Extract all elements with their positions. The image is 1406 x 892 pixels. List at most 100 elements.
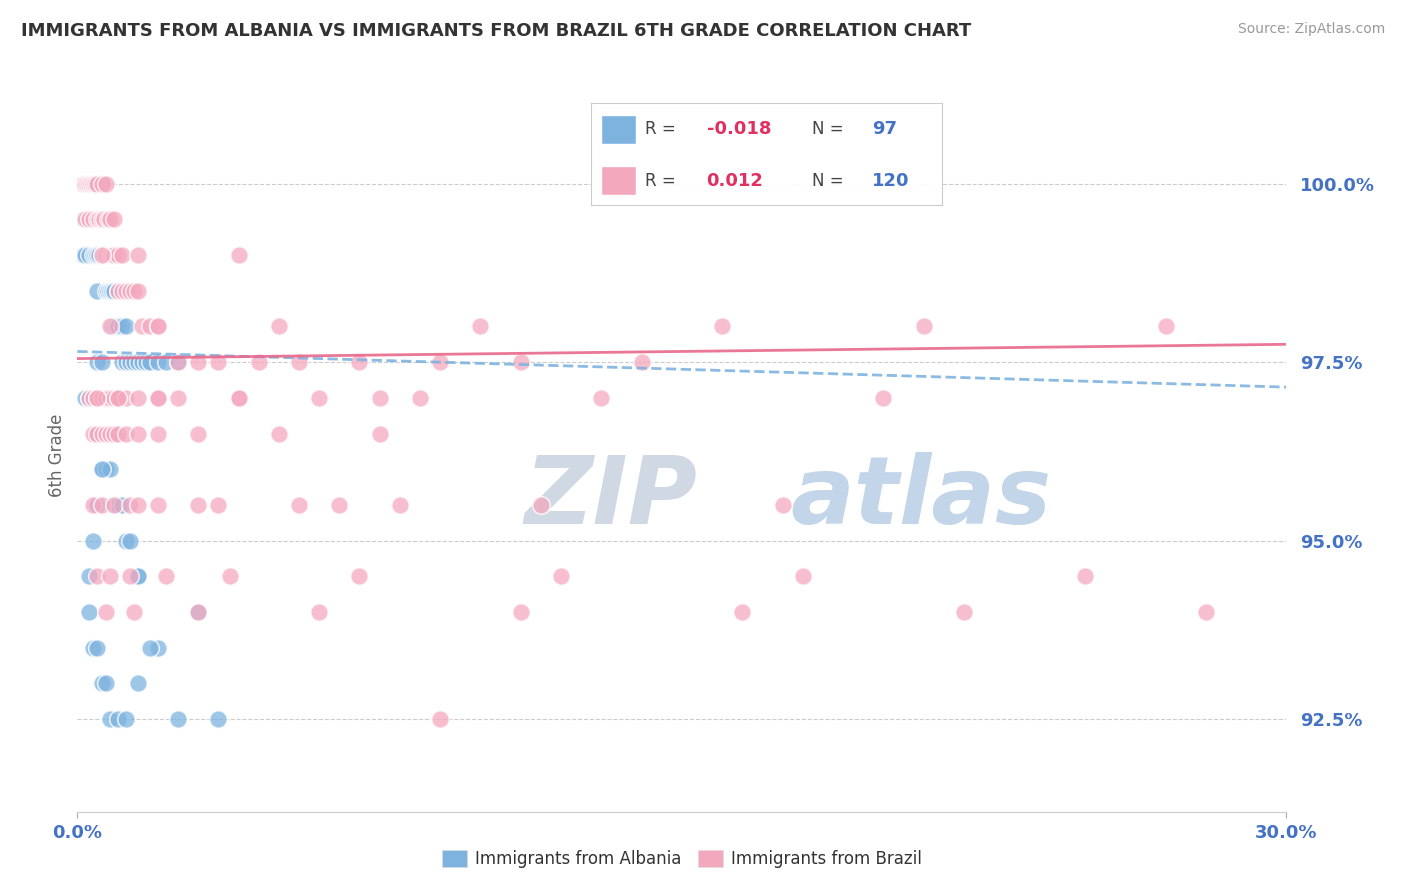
Point: [207, 712, 229, 726]
Point: [79, 212, 101, 227]
Point: [103, 212, 125, 227]
Point: [127, 248, 149, 262]
Point: [114, 319, 136, 334]
Point: [98, 391, 121, 405]
Point: [79, 605, 101, 619]
Point: [127, 355, 149, 369]
Point: [90, 177, 112, 191]
Point: [111, 284, 134, 298]
Point: [79, 248, 101, 262]
Point: [1154, 319, 1177, 334]
Point: [98, 319, 121, 334]
Point: [98, 426, 121, 441]
Point: [86, 248, 108, 262]
Point: [146, 640, 169, 655]
Point: [267, 319, 290, 334]
Point: [114, 426, 136, 441]
Point: [131, 355, 153, 369]
Point: [75, 177, 97, 191]
Point: [93, 212, 115, 227]
Point: [409, 391, 432, 405]
Point: [86, 426, 108, 441]
Point: [90, 177, 112, 191]
Point: [72, 212, 94, 227]
Point: [75, 177, 97, 191]
Point: [82, 212, 104, 227]
Point: [103, 498, 125, 512]
Point: [82, 640, 104, 655]
Point: [98, 212, 121, 227]
Point: [84, 177, 107, 191]
Point: [80, 212, 103, 227]
Point: [98, 462, 121, 476]
Point: [127, 569, 149, 583]
Point: [114, 712, 136, 726]
Point: [76, 177, 98, 191]
Point: [98, 426, 121, 441]
Point: [94, 248, 117, 262]
Point: [146, 391, 169, 405]
Point: [912, 319, 935, 334]
Point: [167, 712, 190, 726]
Point: [288, 498, 311, 512]
Point: [187, 498, 209, 512]
Point: [122, 284, 145, 298]
Text: N =: N =: [813, 171, 844, 189]
Point: [1195, 605, 1218, 619]
Point: [122, 605, 145, 619]
Point: [79, 391, 101, 405]
Point: [90, 212, 112, 227]
Point: [89, 212, 111, 227]
Point: [146, 498, 169, 512]
Point: [111, 355, 134, 369]
Point: [103, 498, 125, 512]
Point: [82, 391, 104, 405]
Point: [103, 284, 125, 298]
Point: [308, 605, 330, 619]
Point: [187, 426, 209, 441]
Point: [104, 319, 127, 334]
Point: [86, 391, 108, 405]
Point: [76, 212, 98, 227]
Point: [93, 248, 115, 262]
Point: [90, 212, 112, 227]
Point: [187, 605, 209, 619]
Point: [89, 212, 111, 227]
Point: [75, 212, 97, 227]
Point: [103, 319, 125, 334]
Point: [94, 284, 117, 298]
Point: [328, 498, 350, 512]
Text: IMMIGRANTS FROM ALBANIA VS IMMIGRANTS FROM BRAZIL 6TH GRADE CORRELATION CHART: IMMIGRANTS FROM ALBANIA VS IMMIGRANTS FR…: [21, 22, 972, 40]
Point: [96, 284, 118, 298]
Point: [94, 391, 117, 405]
Point: [349, 355, 371, 369]
Point: [107, 391, 129, 405]
Point: [114, 533, 136, 548]
Point: [146, 391, 169, 405]
Point: [82, 391, 104, 405]
Point: [86, 426, 108, 441]
Point: [86, 391, 108, 405]
Point: [98, 284, 121, 298]
Point: [139, 319, 162, 334]
Point: [288, 355, 311, 369]
Point: [79, 391, 101, 405]
Point: [118, 498, 141, 512]
Point: [139, 355, 162, 369]
Point: [167, 355, 190, 369]
Point: [86, 177, 108, 191]
Point: [247, 355, 270, 369]
Point: [349, 569, 371, 583]
Point: [82, 426, 104, 441]
Point: [1074, 569, 1097, 583]
Point: [953, 605, 976, 619]
Point: [80, 177, 103, 191]
Point: [772, 498, 794, 512]
Point: [72, 248, 94, 262]
Point: [107, 426, 129, 441]
Point: [155, 355, 177, 369]
Point: [187, 605, 209, 619]
Point: [86, 212, 108, 227]
Point: [94, 676, 117, 690]
Point: [98, 712, 121, 726]
